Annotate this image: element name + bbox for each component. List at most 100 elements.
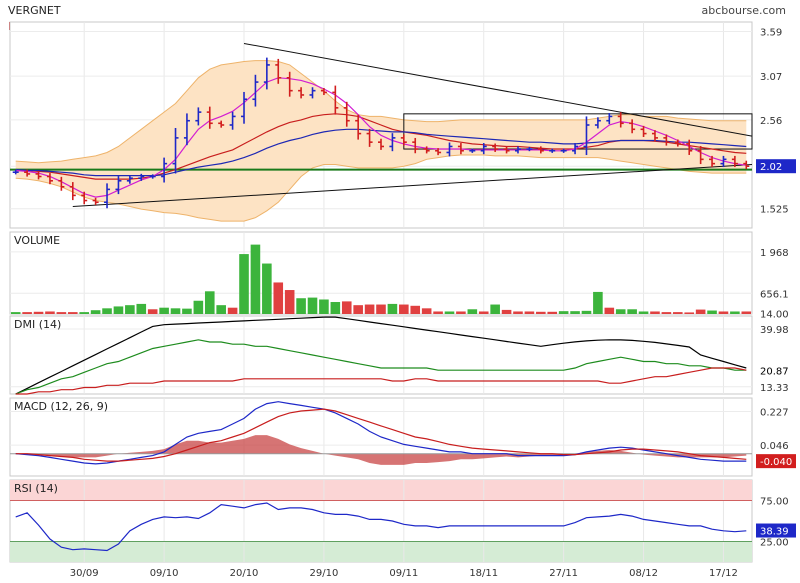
- volume-bar: [707, 310, 717, 314]
- volume-bar: [353, 305, 363, 314]
- volume-bar: [695, 309, 706, 314]
- volume-bar: [262, 263, 272, 314]
- macd-histogram: [15, 435, 747, 465]
- volume-bar: [615, 309, 626, 314]
- y-tick-label: 14.00: [760, 310, 789, 321]
- volume-bar: [490, 304, 500, 314]
- volume-bar: [570, 311, 580, 314]
- x-tick-label: 29/10: [310, 568, 339, 579]
- volume-bar: [273, 282, 284, 314]
- volume-bar: [650, 311, 660, 314]
- y-tick-label: 13.33: [760, 383, 789, 394]
- bollinger-lower: [15, 154, 747, 222]
- volume-bar: [125, 305, 135, 314]
- volume-bar: [410, 305, 421, 314]
- volume-bar: [467, 309, 478, 314]
- volume-bar: [319, 299, 329, 314]
- x-tick-label: 09/11: [389, 568, 418, 579]
- y-tick-label: 0.046: [760, 441, 789, 452]
- y-tick-label: 75.00: [760, 497, 789, 508]
- volume-bar: [399, 304, 409, 314]
- volume-bar: [741, 311, 752, 314]
- y-tick-label: 1 968: [760, 248, 789, 259]
- panel-label: DMI (14): [14, 318, 61, 331]
- volume-bar: [90, 310, 101, 314]
- volume-bar: [296, 298, 306, 314]
- volume-bar: [387, 303, 398, 314]
- volume-bar: [10, 312, 21, 314]
- volume-bar: [536, 311, 546, 314]
- volume-bar: [102, 308, 112, 314]
- y-tick-label: 39.98: [760, 325, 789, 336]
- x-tick-label: 17/12: [709, 568, 738, 579]
- volume-bar: [227, 307, 238, 314]
- rsi-oversold-zone: [10, 541, 752, 562]
- volume-bar: [501, 309, 512, 314]
- volume-bar: [67, 312, 78, 314]
- y-tick-label: 656.1: [760, 289, 789, 300]
- volume-bar: [159, 307, 169, 314]
- last-value-text: 38.39: [760, 527, 789, 538]
- volume-bar: [604, 307, 615, 314]
- last-value-text: -0.040: [760, 457, 792, 468]
- volume-bar: [524, 311, 535, 314]
- volume-bar: [593, 291, 603, 314]
- volume-bar: [421, 308, 432, 314]
- volume-bar: [730, 311, 740, 314]
- volume-bar: [456, 311, 466, 314]
- volume-bar: [170, 308, 181, 314]
- x-tick-label: 09/10: [150, 568, 179, 579]
- x-axis: 30/09 09/10 20/10 29/10 09/11 18/11 27/11 08/12…: [70, 568, 738, 579]
- volume-bar: [376, 304, 386, 314]
- volume-bar: [79, 312, 89, 314]
- volume-bar: [204, 291, 215, 314]
- y-tick-label: 3.59: [760, 27, 782, 38]
- volume-bar: [193, 300, 204, 314]
- volume-bar: [147, 309, 158, 314]
- panel-label: VOLUME: [14, 234, 60, 247]
- y-tick-label: 3.07: [760, 72, 782, 83]
- y-tick-label: 25.00: [760, 538, 789, 549]
- bollinger-upper: [15, 60, 747, 164]
- volume-bar: [364, 304, 375, 314]
- volume-bar: [136, 303, 147, 314]
- dmi-frame: [9, 315, 753, 395]
- volume-bar: [581, 310, 592, 314]
- x-tick-label: 27/11: [549, 568, 578, 579]
- volume-bar: [284, 290, 295, 314]
- source-label[interactable]: abcbourse.com: [702, 4, 786, 17]
- y-tick-label: 1.525: [760, 205, 789, 216]
- last-value-badge: [756, 523, 796, 538]
- volume-bar: [558, 311, 569, 314]
- volume-bar: [330, 302, 341, 314]
- volume-bar: [638, 311, 649, 314]
- trend-line: [72, 163, 753, 208]
- volume-frame: [9, 231, 753, 315]
- last-value-text: 2.02: [760, 162, 782, 173]
- volume-bar: [22, 312, 32, 314]
- volume-bar: [307, 297, 318, 314]
- panel-label: RSI (14): [14, 482, 58, 495]
- dmi-panel: 39.98 13.33 20.87 DMI (14): [9, 315, 796, 395]
- volume-bar: [433, 311, 443, 314]
- y-tick-label: 2.56: [760, 116, 782, 127]
- volume-bar: [627, 309, 637, 314]
- y-tick-label: 0.227: [760, 408, 789, 419]
- volume-bar: [513, 311, 523, 314]
- rsi-overbought-zone: [10, 480, 752, 501]
- volume-bar: [239, 254, 249, 314]
- volume-bar: [182, 308, 192, 314]
- volume-bar: [673, 312, 683, 314]
- trend-line: [243, 42, 753, 137]
- adx-line: [15, 316, 747, 395]
- volume-bar: [661, 312, 672, 314]
- signal-line: [15, 408, 747, 462]
- volume-panel: 1 968 656.1 14.00 VOLUME: [9, 231, 789, 321]
- x-tick-label: 20/10: [230, 568, 259, 579]
- x-tick-label: 08/12: [629, 568, 658, 579]
- x-tick-label: 18/11: [469, 568, 498, 579]
